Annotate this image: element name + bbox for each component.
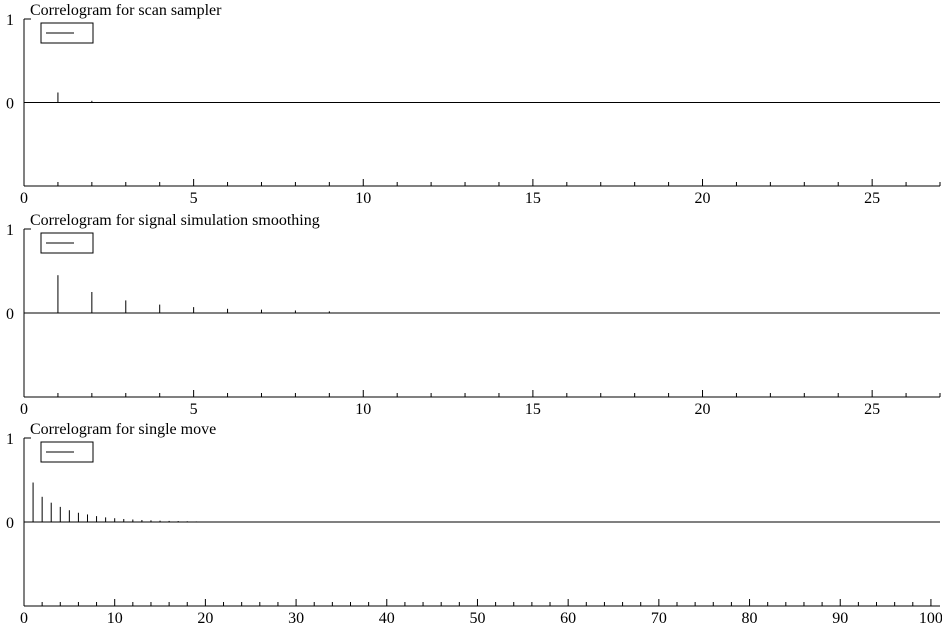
y-tick-label: 0 <box>6 96 14 113</box>
x-tick-label: 25 <box>864 190 880 207</box>
x-tick-label: 15 <box>525 190 541 207</box>
legend-box <box>40 22 94 44</box>
x-tick-label: 40 <box>379 610 395 627</box>
x-tick-label: 5 <box>190 401 198 418</box>
x-tick-label: 5 <box>190 190 198 207</box>
x-tick-label: 50 <box>469 610 485 627</box>
x-tick-label: 70 <box>651 610 667 627</box>
x-tick-label: 20 <box>695 190 711 207</box>
y-tick-label: 0 <box>6 306 14 323</box>
x-tick-label: 0 <box>20 190 28 207</box>
y-tick-label: 1 <box>6 431 14 448</box>
legend-box <box>40 441 94 463</box>
x-tick-label: 80 <box>742 610 758 627</box>
x-tick-label: 100 <box>919 610 942 627</box>
legend-box <box>40 232 94 254</box>
y-tick-label: 0 <box>6 515 14 532</box>
x-tick-label: 20 <box>695 401 711 418</box>
x-tick-label: 25 <box>864 401 880 418</box>
x-tick-label: 20 <box>197 610 213 627</box>
x-tick-label: 10 <box>355 190 371 207</box>
y-tick-label: 1 <box>6 222 14 239</box>
x-tick-label: 90 <box>832 610 848 627</box>
chart-panel-2: Correlogram for signal simulation smooth… <box>6 212 941 418</box>
x-tick-label: 0 <box>20 610 28 627</box>
x-tick-label: 10 <box>107 610 123 627</box>
x-tick-label: 10 <box>355 401 371 418</box>
chart-title: Correlogram for single move <box>30 421 216 438</box>
y-tick-label: 1 <box>6 12 14 29</box>
x-tick-label: 60 <box>560 610 576 627</box>
chart-title: Correlogram for scan sampler <box>30 2 222 19</box>
chart-title: Correlogram for signal simulation smooth… <box>30 212 320 229</box>
x-tick-label: 0 <box>20 401 28 418</box>
x-tick-label: 15 <box>525 401 541 418</box>
x-tick-label: 30 <box>288 610 304 627</box>
